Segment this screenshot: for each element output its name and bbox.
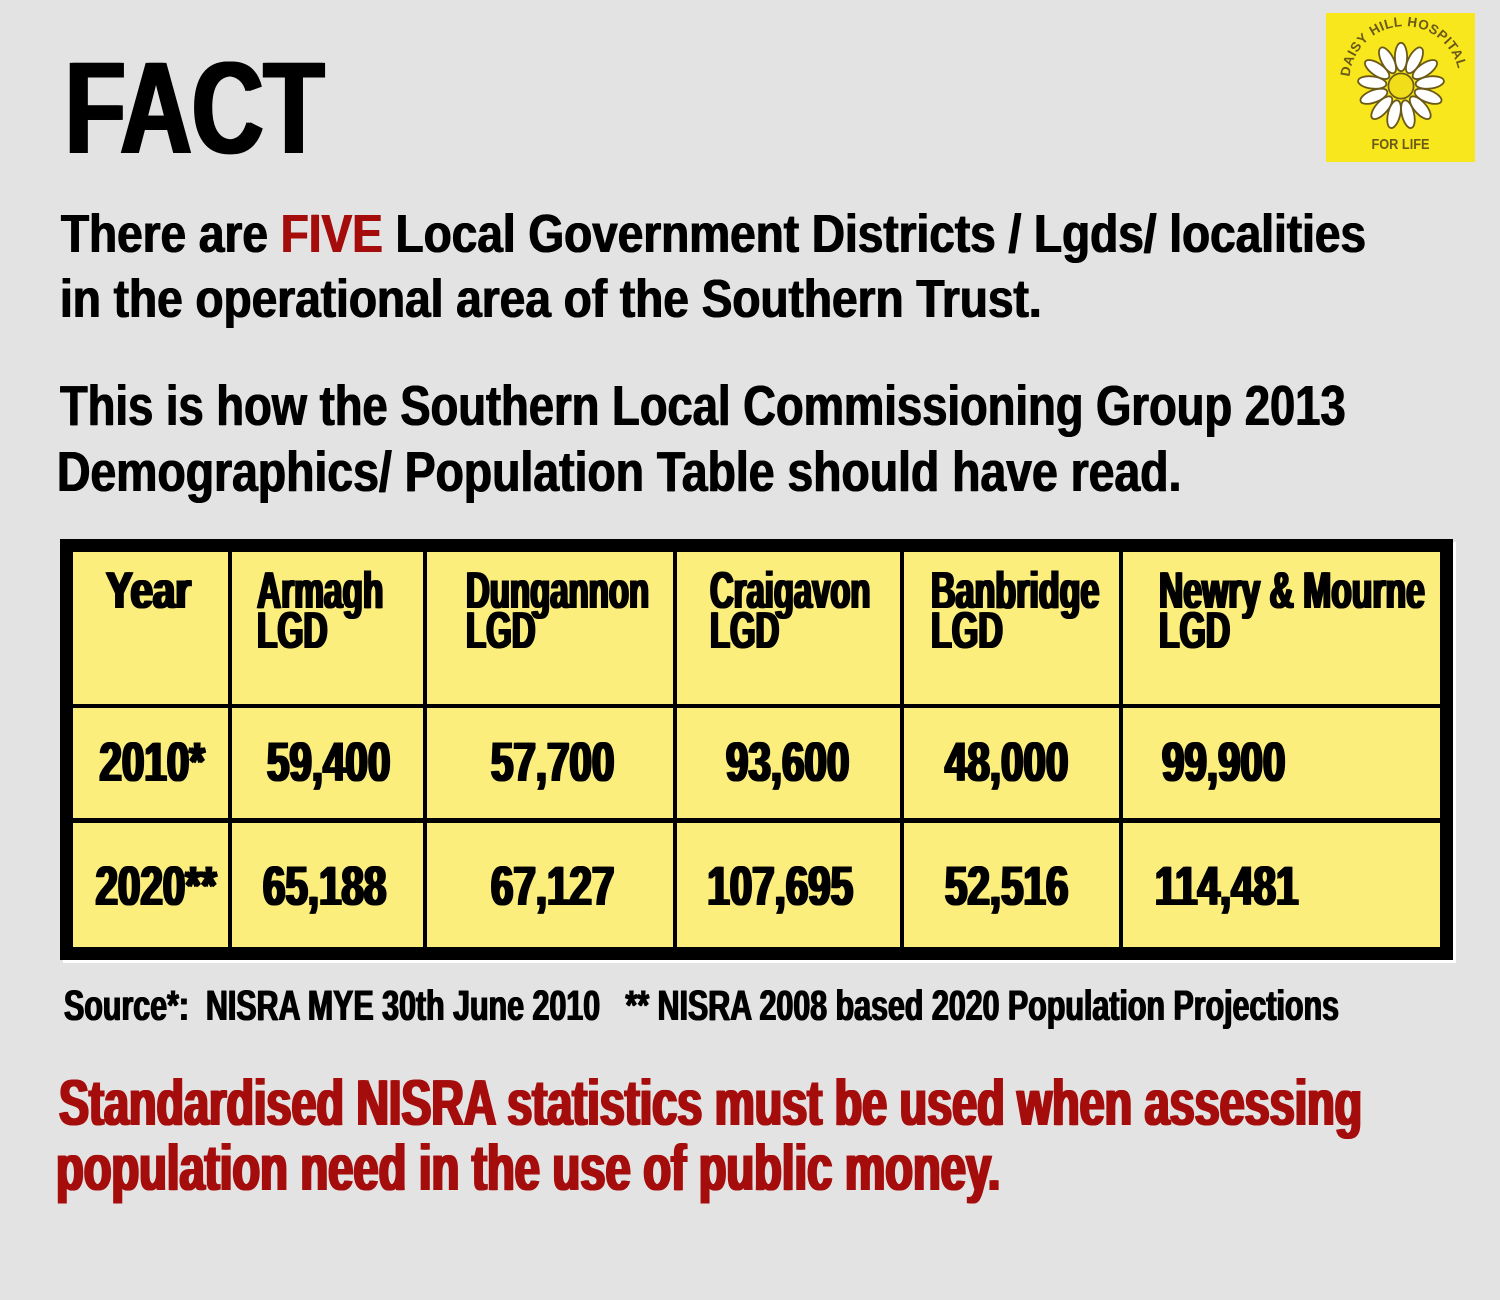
svg-text:FOR LIFE: FOR LIFE [1372,137,1430,153]
